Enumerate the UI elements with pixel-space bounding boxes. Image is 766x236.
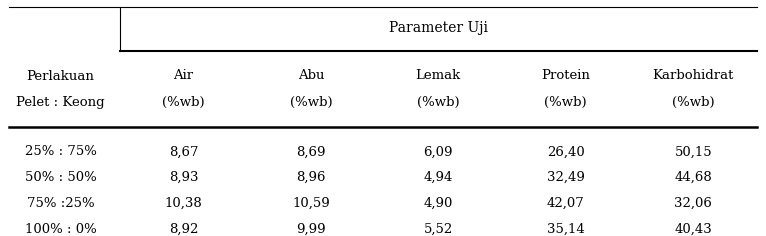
Text: 40,43: 40,43 [674, 223, 712, 236]
Text: 10,59: 10,59 [292, 197, 329, 210]
Text: Lemak: Lemak [416, 69, 461, 82]
Text: 100% : 0%: 100% : 0% [25, 223, 97, 236]
Text: 5,52: 5,52 [424, 223, 453, 236]
Text: 8,93: 8,93 [169, 170, 198, 184]
Text: (%wb): (%wb) [162, 96, 205, 109]
Text: Air: Air [173, 69, 194, 82]
Text: 6,09: 6,09 [424, 145, 453, 158]
Text: 50% : 50%: 50% : 50% [25, 170, 97, 184]
Text: 25% : 75%: 25% : 75% [25, 145, 97, 158]
Text: 50,15: 50,15 [674, 145, 712, 158]
Text: Abu: Abu [298, 69, 324, 82]
Text: 32,49: 32,49 [547, 170, 584, 184]
Text: 8,96: 8,96 [296, 170, 326, 184]
Text: (%wb): (%wb) [417, 96, 460, 109]
Text: 4,94: 4,94 [424, 170, 453, 184]
Text: (%wb): (%wb) [672, 96, 715, 109]
Text: 35,14: 35,14 [547, 223, 584, 236]
Text: 32,06: 32,06 [674, 197, 712, 210]
Text: 10,38: 10,38 [165, 197, 202, 210]
Text: Karbohidrat: Karbohidrat [653, 69, 734, 82]
Text: Parameter Uji: Parameter Uji [389, 21, 488, 35]
Text: 8,92: 8,92 [169, 223, 198, 236]
Text: 26,40: 26,40 [547, 145, 584, 158]
Text: 4,90: 4,90 [424, 197, 453, 210]
Text: 8,69: 8,69 [296, 145, 326, 158]
Text: 75% :25%: 75% :25% [27, 197, 94, 210]
Text: Protein: Protein [542, 69, 591, 82]
Text: (%wb): (%wb) [290, 96, 332, 109]
Text: 44,68: 44,68 [674, 170, 712, 184]
Text: Pelet : Keong: Pelet : Keong [16, 96, 105, 109]
Text: Perlakuan: Perlakuan [27, 70, 94, 83]
Text: (%wb): (%wb) [545, 96, 587, 109]
Text: 8,67: 8,67 [169, 145, 198, 158]
Text: 42,07: 42,07 [547, 197, 584, 210]
Text: 9,99: 9,99 [296, 223, 326, 236]
